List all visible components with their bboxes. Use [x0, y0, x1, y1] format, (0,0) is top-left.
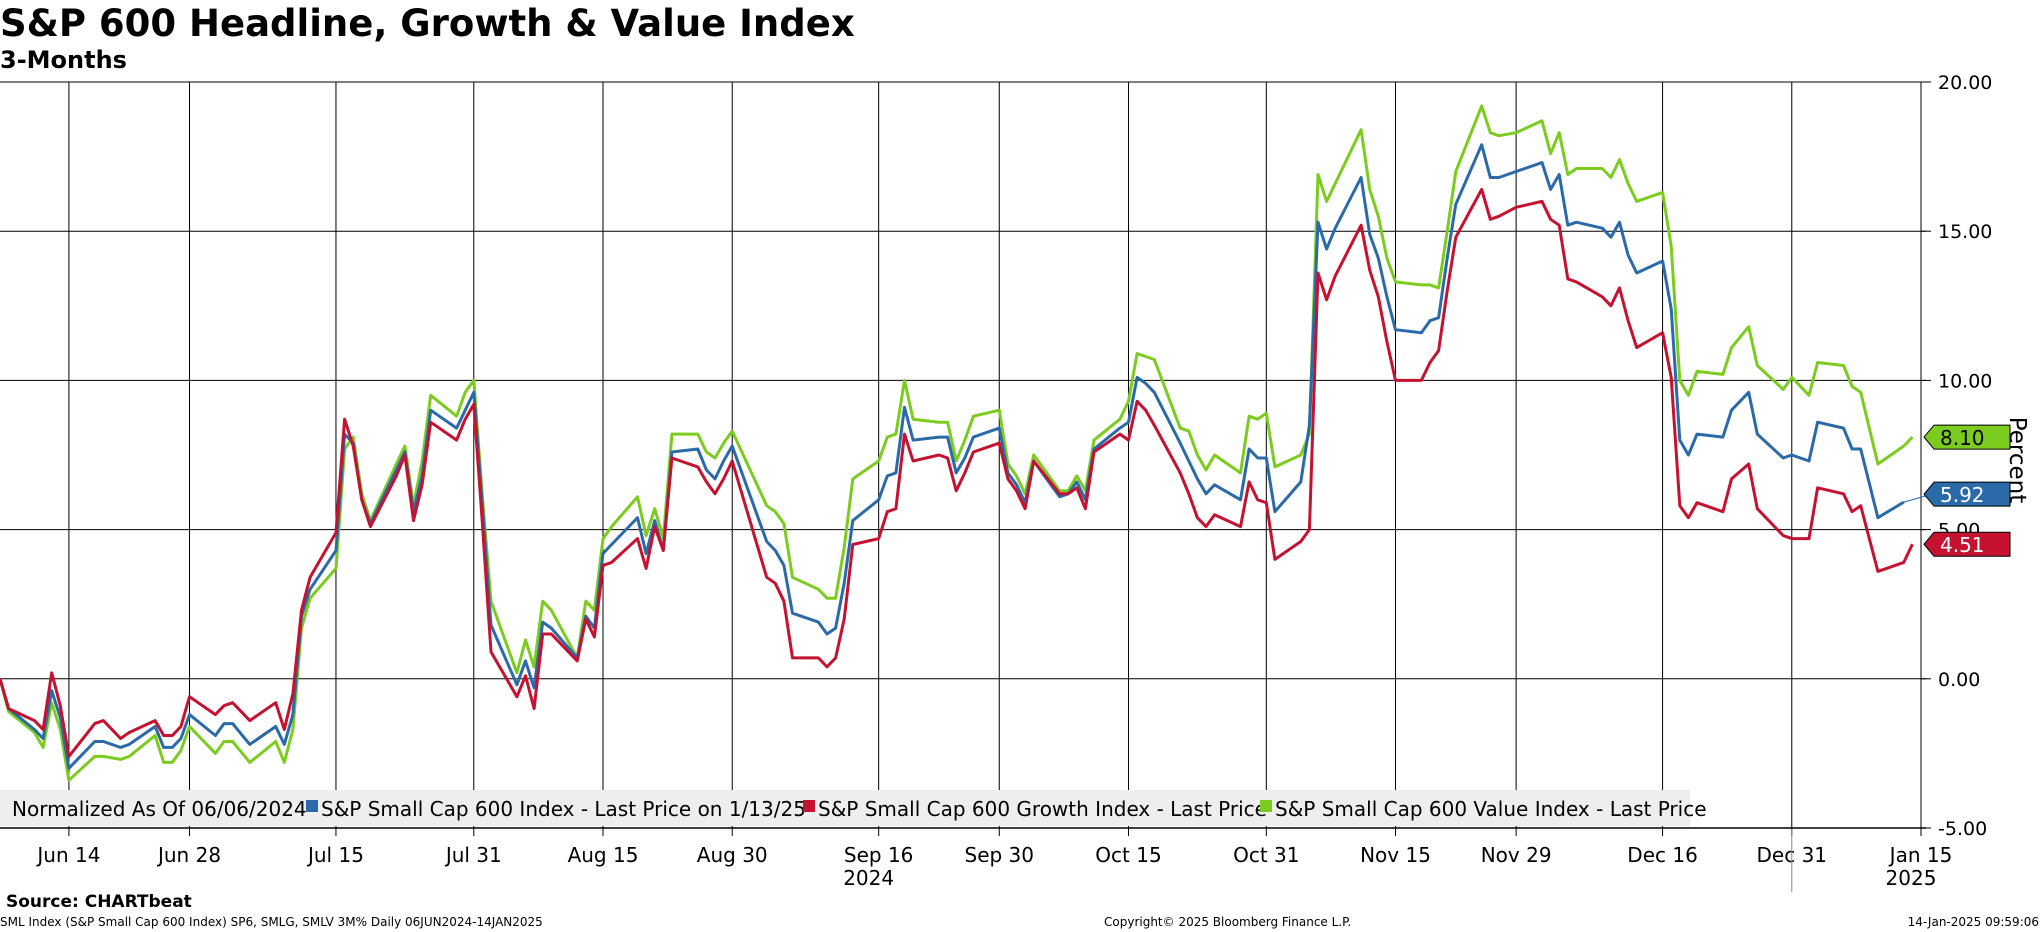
series-layer [0, 104, 1914, 782]
legend-label-growth: S&P Small Cap 600 Growth Index - Last Pr… [818, 797, 1267, 821]
year-label: 2025 [1886, 866, 1937, 890]
legend-swatch-headline [306, 800, 318, 812]
x-tick-label: Jul 15 [306, 843, 364, 867]
y-tick-label: 10.00 [1938, 370, 1992, 392]
legend-swatch-growth [803, 800, 815, 812]
tag-label: 8.10 [1940, 426, 1985, 450]
tag-box [1923, 531, 2011, 557]
year-label: 2024 [843, 866, 894, 890]
legend: Normalized As Of 06/06/2024 S&P Small Cap… [0, 790, 1707, 826]
series-line-growth [0, 187, 1914, 758]
y-tick-label: 0.00 [1938, 669, 1980, 691]
tag-box [1923, 481, 2011, 507]
chart-title: S&P 600 Headline, Growth & Value Index [0, 2, 855, 45]
legend-box [0, 790, 1690, 826]
x-tick-label: Aug 15 [568, 843, 639, 867]
y-tick-label: 15.00 [1938, 221, 1992, 243]
x-tick-label: Aug 30 [697, 843, 768, 867]
series-line-headline [0, 143, 1905, 770]
legend-prefix: Normalized As Of 06/06/2024 [12, 797, 307, 821]
x-tick-label: Jun 28 [156, 843, 221, 867]
source-note: Source: CHARTbeat [6, 892, 192, 912]
copyright-note: Copyright© 2025 Bloomberg Finance L.P. [1104, 915, 1352, 929]
tag-label: 5.92 [1940, 483, 1985, 507]
x-tick-label: Jul 31 [444, 843, 502, 867]
last-value-tag-headline: 5.92 [1903, 481, 2011, 507]
x-tick-label: Oct 31 [1233, 843, 1299, 867]
last-value-tag-value: 8.10 [1923, 424, 2011, 450]
timestamp-note: 14-Jan-2025 09:59:06 [1907, 915, 2039, 929]
last-value-tag-growth: 4.51 [1923, 531, 2011, 557]
x-tick-label: Jun 14 [35, 843, 100, 867]
legend-label-headline: S&P Small Cap 600 Index - Last Price on … [321, 797, 806, 821]
tag-label: 4.51 [1940, 533, 1985, 557]
y-tick-label: -5.00 [1938, 818, 1987, 840]
y-tick-label: 20.00 [1938, 72, 1992, 94]
x-tick-label: Dec 16 [1627, 843, 1698, 867]
x-tick-label: Oct 15 [1095, 843, 1161, 867]
x-tick-label: Nov 15 [1360, 843, 1431, 867]
x-tick-label: Jan 15 [1888, 843, 1953, 867]
legend-swatch-value [1260, 800, 1272, 812]
tag-box [1923, 424, 2011, 450]
x-tick-label: Nov 29 [1481, 843, 1552, 867]
x-tick-label: Sep 16 [844, 843, 914, 867]
chart-subtitle: 3-Months [0, 46, 127, 74]
legend-label-value: S&P Small Cap 600 Value Index - Last Pri… [1275, 797, 1707, 821]
tickers-note: SML Index (S&P Small Cap 600 Index) SP6,… [0, 915, 543, 929]
x-tick-label: Sep 30 [965, 843, 1035, 867]
